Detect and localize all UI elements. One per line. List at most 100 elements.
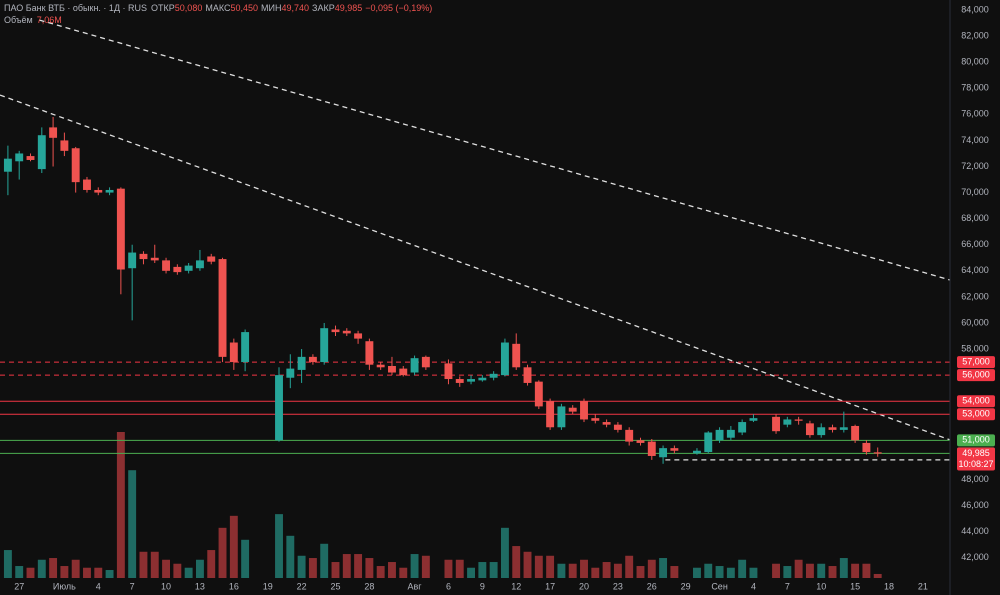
candle-body xyxy=(625,429,634,442)
volume-bar xyxy=(286,535,295,578)
volume-bar xyxy=(37,559,46,578)
candle-body xyxy=(83,179,91,190)
candle-body xyxy=(817,427,826,436)
price-tag-label: 56,000 xyxy=(962,369,990,379)
candle-body xyxy=(851,425,860,441)
volume-bar xyxy=(71,559,80,578)
volume-bar xyxy=(568,563,577,578)
y-tick-label: 66,000 xyxy=(961,239,989,249)
low-label: МИН xyxy=(261,3,281,13)
volume-bar xyxy=(421,555,430,578)
candle-body xyxy=(647,441,656,456)
y-tick-label: 60,000 xyxy=(961,317,989,327)
volume-bar xyxy=(94,567,103,578)
candle-body xyxy=(15,153,24,162)
x-tick-label: 27 xyxy=(14,581,24,591)
x-tick-label: 4 xyxy=(751,581,756,591)
volume-bar xyxy=(693,567,701,578)
x-tick-label: 21 xyxy=(918,581,928,591)
volume-bar xyxy=(772,563,780,578)
volume-bar xyxy=(83,567,91,578)
volume-bar xyxy=(444,559,453,578)
volume-bar xyxy=(828,566,837,578)
volume-bar xyxy=(749,567,758,578)
volume-bar xyxy=(873,573,882,578)
volume-bar xyxy=(26,567,35,578)
candle-body xyxy=(105,189,114,193)
x-tick-label: 20 xyxy=(579,581,589,591)
y-tick-label: 42,000 xyxy=(961,552,989,562)
price-tag xyxy=(957,434,995,447)
volume-bar xyxy=(455,559,464,578)
candle-body xyxy=(839,427,848,430)
x-tick-label: 12 xyxy=(511,581,521,591)
y-tick-label: 44,000 xyxy=(961,526,989,536)
x-tick-label: 17 xyxy=(545,581,555,591)
candle-body xyxy=(173,266,182,273)
volume-bar xyxy=(150,551,159,578)
volume-bar xyxy=(613,563,622,578)
volume-bar xyxy=(647,559,656,578)
x-tick-label: 19 xyxy=(263,581,273,591)
candle-body xyxy=(94,189,103,193)
candle-body xyxy=(116,188,125,270)
volume-bar xyxy=(794,559,803,578)
volume-bar xyxy=(342,554,351,578)
candle-body xyxy=(150,257,159,261)
x-tick-label: 18 xyxy=(884,581,894,591)
candle-body xyxy=(772,416,780,432)
x-tick-label: 10 xyxy=(161,581,171,591)
candle-body xyxy=(602,422,611,425)
candle-body xyxy=(399,368,408,376)
x-tick-label: Июль xyxy=(53,581,76,591)
last-price-time: 10:08:27 xyxy=(958,459,993,469)
candle-body xyxy=(512,343,521,368)
candle-body xyxy=(365,341,374,365)
volume-value: 7,06M xyxy=(37,15,62,25)
volume-bar xyxy=(512,546,521,578)
y-tick-label: 58,000 xyxy=(961,343,989,353)
y-tick-label: 84,000 xyxy=(961,4,989,14)
candle-body xyxy=(229,342,238,363)
x-tick-label: 15 xyxy=(850,581,860,591)
volume-bar xyxy=(704,563,713,578)
candle-body xyxy=(60,140,69,151)
candle-body xyxy=(478,377,487,381)
x-tick-label: 10 xyxy=(816,581,826,591)
candle-body xyxy=(49,127,58,138)
last-price-label: 49,985 xyxy=(962,448,990,458)
volume-bar xyxy=(839,558,848,578)
x-tick-label: 13 xyxy=(195,581,205,591)
candle-body xyxy=(455,379,464,383)
y-tick-label: 46,000 xyxy=(961,500,989,510)
y-tick-label: 48,000 xyxy=(961,474,989,484)
volume-bar xyxy=(116,432,125,578)
candle-body xyxy=(613,424,622,430)
price-tag xyxy=(957,395,995,408)
volume-bar xyxy=(3,550,12,578)
candle-body xyxy=(659,448,668,458)
volume-bar xyxy=(308,558,317,578)
volume-bar xyxy=(817,563,826,578)
volume-bar xyxy=(489,562,498,578)
volume-bar xyxy=(320,543,329,578)
candle-body xyxy=(286,368,295,378)
candle-body xyxy=(71,148,80,183)
change: −0,095 (−0,19%) xyxy=(365,3,432,13)
x-tick-label: 28 xyxy=(364,581,374,591)
volume-bar xyxy=(851,563,860,578)
volume-bar xyxy=(591,567,600,578)
volume-bar xyxy=(602,562,611,578)
price-tag xyxy=(957,408,995,421)
candle-body xyxy=(3,158,12,172)
volume-bar xyxy=(376,566,385,578)
candle-body xyxy=(331,329,340,333)
x-tick-label: 29 xyxy=(681,581,691,591)
candle-body xyxy=(26,156,35,160)
price-tag-label: 53,000 xyxy=(962,409,990,419)
price-tag-label: 57,000 xyxy=(962,356,990,366)
candle-body xyxy=(805,423,814,436)
x-tick-label: 25 xyxy=(330,581,340,591)
volume-bar xyxy=(331,562,340,578)
